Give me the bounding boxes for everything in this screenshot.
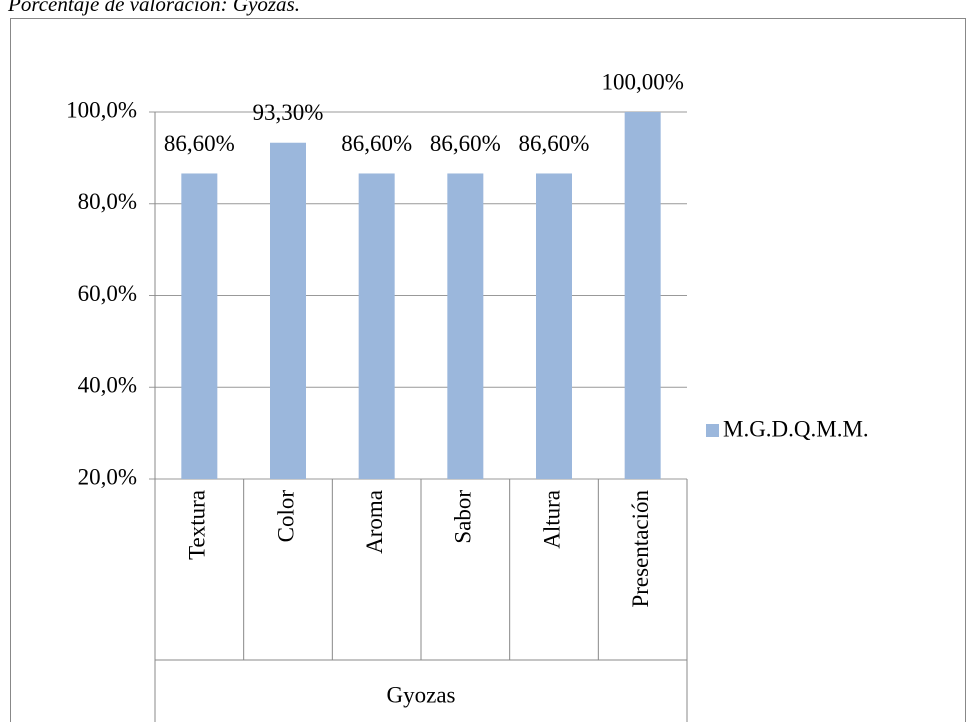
bar <box>358 173 395 479</box>
x-tick-label: Color <box>273 490 298 543</box>
chart-title: Porcentaje de valoración: Gyozas. <box>7 0 300 16</box>
y-tick-label: 40,0% <box>78 373 137 398</box>
data-label: 86,60% <box>430 131 501 156</box>
bar <box>624 112 661 479</box>
y-tick-label: 80,0% <box>78 189 137 214</box>
legend-swatch <box>706 424 719 437</box>
x-tick-label: Altura <box>539 490 564 549</box>
x-tick-label: Sabor <box>451 490 476 544</box>
bar <box>536 173 572 479</box>
y-tick-label: 20,0% <box>78 464 137 489</box>
x-tick-label: Presentación <box>628 490 653 608</box>
data-label: 86,60% <box>519 131 590 156</box>
x-tick-label: Aroma <box>362 490 387 554</box>
bar <box>270 142 306 479</box>
data-label: 100,00% <box>601 69 683 94</box>
group-label: Gyozas <box>387 682 456 707</box>
y-tick-label: 100,0% <box>66 97 137 122</box>
bar <box>181 173 218 479</box>
x-tick-label: Textura <box>185 490 210 560</box>
chart-border <box>10 18 966 722</box>
data-label: 86,60% <box>341 131 412 156</box>
data-label: 86,60% <box>164 131 235 156</box>
data-label: 93,30% <box>253 100 324 125</box>
legend-label: M.G.D.Q.M.M. <box>723 416 869 441</box>
bar <box>447 173 484 479</box>
y-tick-label: 60,0% <box>78 281 137 306</box>
